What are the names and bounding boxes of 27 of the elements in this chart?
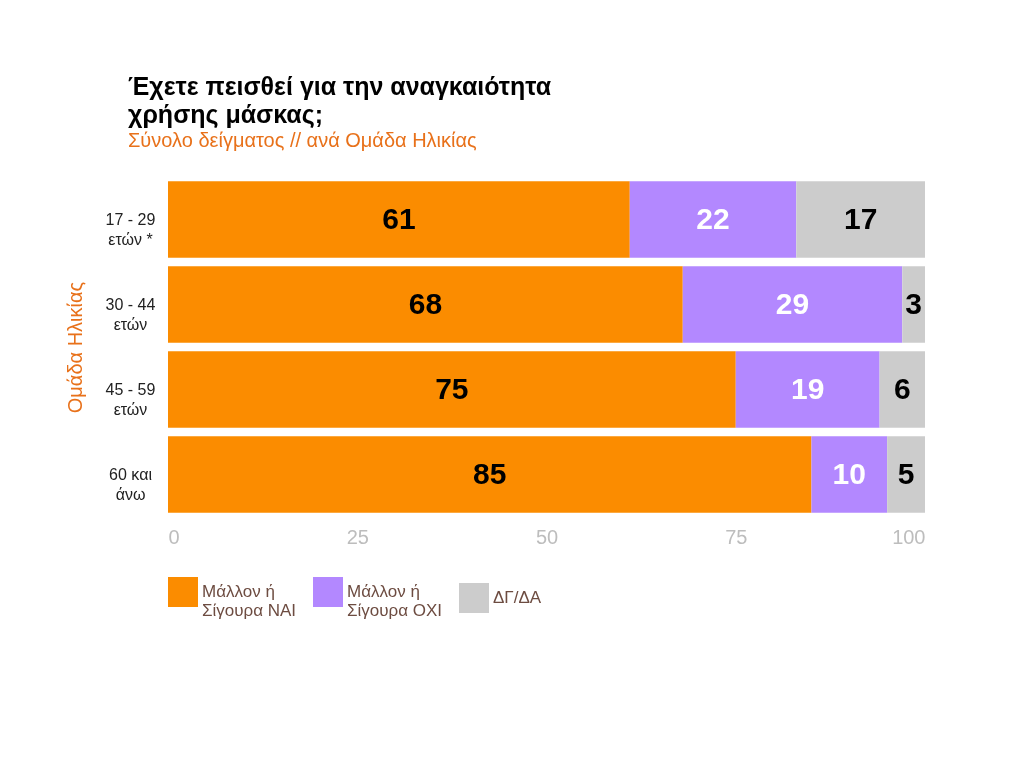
y-tick-label: 30 - 44 ετών	[105, 295, 156, 333]
data-label: 19	[790, 371, 825, 405]
data-label: 75	[435, 371, 469, 405]
chart-title: Έχετε πεισθεί για την αναγκαιότητα χρήσης μάσκας;	[128, 72, 552, 129]
x-tick-label: 0	[168, 525, 180, 548]
x-tick-label: 25	[346, 525, 369, 548]
data-label: 17	[843, 201, 878, 235]
legend-label: ΔΓ/ΔΑ	[493, 588, 542, 607]
data-label: 6	[893, 371, 911, 405]
data-label: 10	[832, 456, 866, 490]
chart-subtitle: Σύνολο δείγματος // ανά Ομάδα Ηλικίας	[128, 129, 478, 151]
data-label: 22	[696, 201, 730, 235]
legend-label: Μάλλον ή Σίγουρα ΟΧΙ	[347, 582, 443, 620]
data-label: 85	[473, 456, 507, 490]
data-label: 29	[775, 286, 810, 320]
data-label: 61	[382, 201, 416, 235]
data-label: 68	[408, 286, 443, 320]
legend-label: Μάλλον ή Σίγουρα ΝΑΙ	[202, 582, 297, 620]
y-tick-label: 17 - 29 ετών *	[105, 210, 156, 248]
y-axis-title: Ομάδα Ηλικίας	[63, 281, 86, 414]
x-tick-label: 100	[892, 525, 926, 548]
y-tick-label: 60 και άνω	[109, 465, 153, 503]
data-label: 5	[897, 456, 915, 490]
y-tick-label: 45 - 59 ετών	[105, 380, 156, 418]
data-label: 3	[905, 286, 922, 320]
x-tick-label: 50	[535, 525, 559, 548]
x-tick-label: 75	[725, 525, 748, 548]
